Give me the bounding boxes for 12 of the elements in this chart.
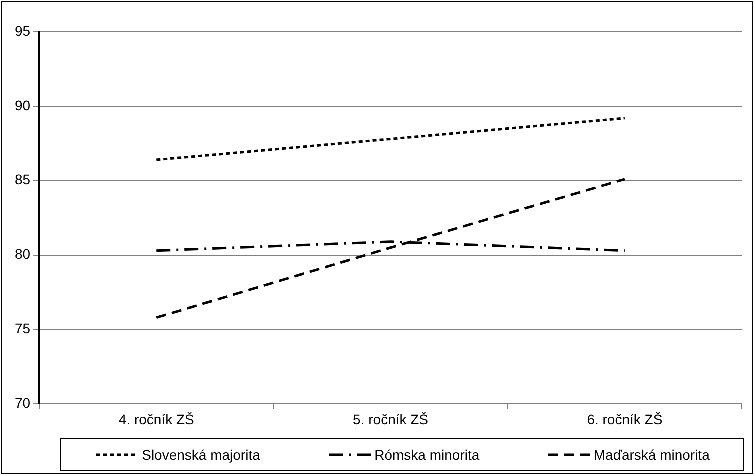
legend-label: Rómska minorita: [374, 446, 480, 462]
legend-label: Slovenská majorita: [142, 446, 260, 462]
x-tick-label: 4. ročník ZŠ: [118, 411, 194, 428]
x-tick-label: 6. ročník ZŠ: [587, 411, 663, 428]
y-tick-label: 80: [14, 246, 31, 262]
y-tick-label: 85: [14, 172, 31, 188]
y-tick-label: 95: [14, 22, 31, 39]
x-tick-label: 5. ročník ZŠ: [353, 411, 429, 428]
y-tick-label: 70: [14, 395, 31, 412]
y-tick-label: 75: [14, 320, 31, 337]
y-tick-label: 90: [14, 97, 31, 114]
legend-label: Maďarská minorita: [594, 446, 710, 462]
